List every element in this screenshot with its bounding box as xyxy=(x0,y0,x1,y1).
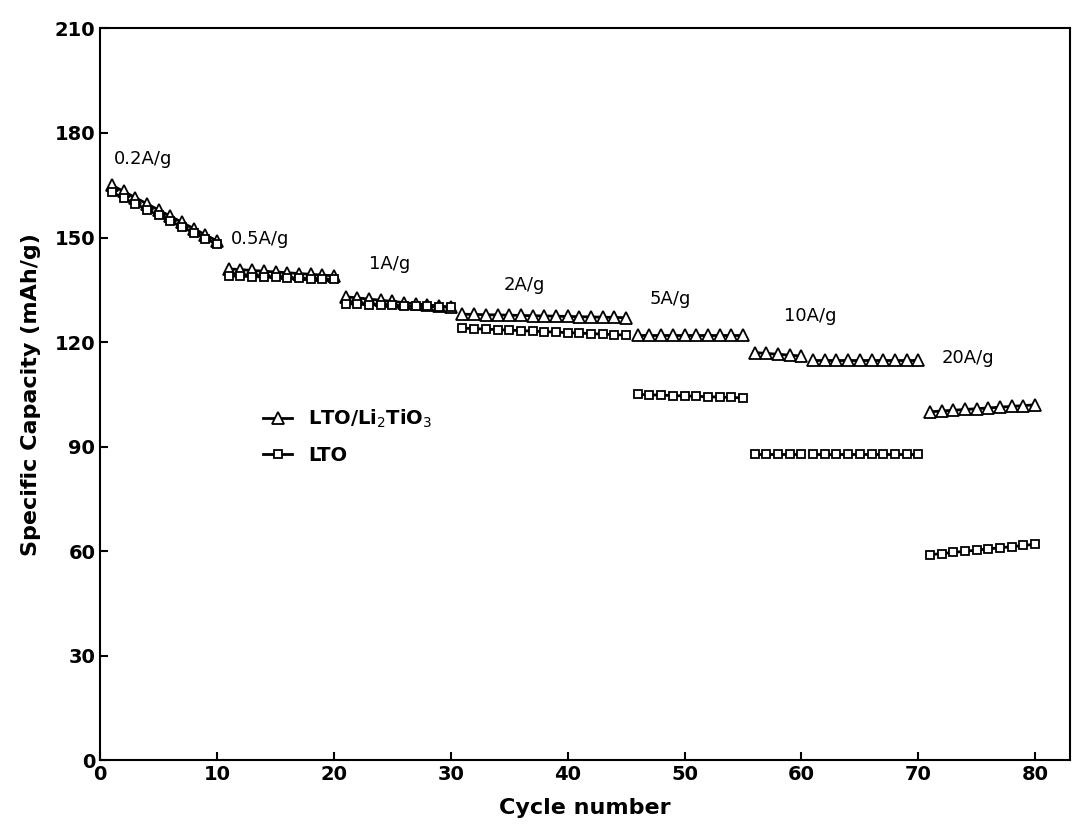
LTO xyxy=(164,216,177,227)
Text: 2A/g: 2A/g xyxy=(503,276,544,294)
LTO/Li$_2$TiO$_3$ xyxy=(199,230,212,240)
LTO/Li$_2$TiO$_3$ xyxy=(176,217,189,227)
LTO/Li$_2$TiO$_3$ xyxy=(188,223,201,233)
LTO xyxy=(117,193,130,203)
LTO/Li$_2$TiO$_3$ xyxy=(152,205,165,215)
Text: 10A/g: 10A/g xyxy=(783,307,837,326)
LTO/Li$_2$TiO$_3$ xyxy=(117,186,130,196)
Y-axis label: Specific Capacity (mAh/g): Specific Capacity (mAh/g) xyxy=(21,233,40,555)
Text: 0.2A/g: 0.2A/g xyxy=(115,150,172,169)
LTO xyxy=(106,187,119,197)
LTO/Li$_2$TiO$_3$ xyxy=(106,180,119,190)
Legend: LTO/Li$_2$TiO$_3$, LTO: LTO/Li$_2$TiO$_3$, LTO xyxy=(255,400,440,472)
Line: LTO/Li$_2$TiO$_3$: LTO/Li$_2$TiO$_3$ xyxy=(106,180,223,247)
LTO xyxy=(141,205,154,215)
LTO/Li$_2$TiO$_3$ xyxy=(129,193,142,203)
Line: LTO: LTO xyxy=(108,188,221,248)
LTO xyxy=(199,233,212,243)
LTO/Li$_2$TiO$_3$ xyxy=(164,211,177,221)
LTO xyxy=(211,239,224,249)
LTO/Li$_2$TiO$_3$ xyxy=(211,236,224,246)
LTO xyxy=(152,211,165,221)
Text: 0.5A/g: 0.5A/g xyxy=(231,231,289,248)
Text: 1A/g: 1A/g xyxy=(369,255,410,273)
LTO xyxy=(129,199,142,209)
Text: 5A/g: 5A/g xyxy=(649,289,691,308)
Text: 20A/g: 20A/g xyxy=(942,349,994,367)
LTO/Li$_2$TiO$_3$ xyxy=(141,199,154,209)
LTO xyxy=(176,222,189,232)
X-axis label: Cycle number: Cycle number xyxy=(500,798,671,818)
LTO xyxy=(188,228,201,238)
